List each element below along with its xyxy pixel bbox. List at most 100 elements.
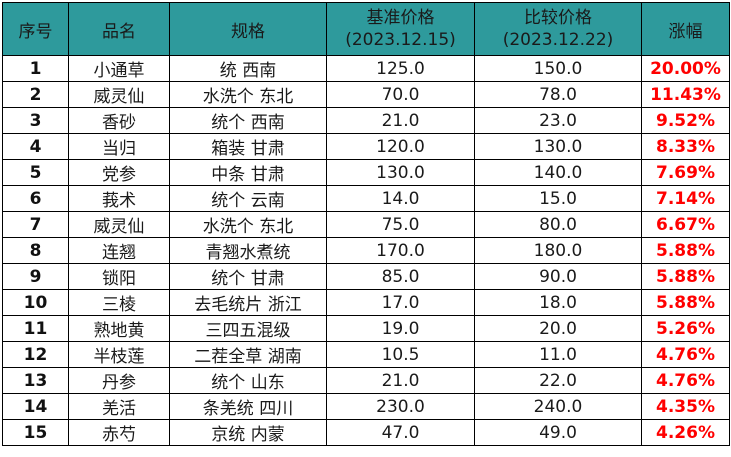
cell-compare-price: 240.0 xyxy=(474,393,642,420)
table-body: 1 小通草统 西南 125.0 150.0 20.00% 2 威灵仙 水洗个 东北 70.0 78… xyxy=(2,55,730,446)
cell-index: 10 xyxy=(2,289,69,316)
cell-compare-price: 80.0 xyxy=(474,211,642,238)
cell-spec: 水洗个 东北 xyxy=(169,211,327,238)
cell-compare-price: 130.0 xyxy=(474,133,642,160)
cell-rise: 9.52% xyxy=(641,107,730,134)
cell-compare-price: 90.0 xyxy=(474,263,642,290)
header-compare-price: 比较价格 (2023.12.22) xyxy=(474,2,642,56)
cell-name: 羌活 xyxy=(68,393,170,420)
cell-index: 4 xyxy=(2,133,69,160)
table-row: 7 威灵仙 水洗个 东北 75.0 80.0 6.67% xyxy=(2,211,730,238)
cell-name: 锁阳 xyxy=(68,263,170,290)
cell-index: 7 xyxy=(2,211,69,238)
cell-compare-price: 18.0 xyxy=(474,289,642,316)
cell-compare-price: 140.0 xyxy=(474,159,642,186)
table-row: 8 连翘 青翘水煮统 170.0 180.0 5.88% xyxy=(2,237,730,264)
cell-name: 党参 xyxy=(68,159,170,186)
table-row: 12 半枝莲 二茬全草 湖南 10.5 11.0 4.76% xyxy=(2,341,730,368)
cell-rise: 7.69% xyxy=(641,159,730,186)
cell-compare-price: 180.0 xyxy=(474,237,642,264)
table-row: 1 小通草统 西南 125.0 150.0 20.00% xyxy=(2,55,730,82)
cell-index: 2 xyxy=(2,81,69,108)
cell-base-price: 70.0 xyxy=(326,81,475,108)
table-row: 13 丹参 统个 山东 21.0 22.0 4.76% xyxy=(2,367,730,394)
cell-name: 小通草 xyxy=(68,55,170,82)
cell-spec: 中条 甘肃 xyxy=(169,159,327,186)
header-spec: 规格 xyxy=(169,2,327,56)
cell-name: 威灵仙 xyxy=(68,81,170,108)
cell-compare-price: 49.0 xyxy=(474,419,642,446)
cell-index: 6 xyxy=(2,185,69,212)
table-row: 15 赤芍 京统 内蒙 47.0 49.0 4.26% xyxy=(2,419,730,446)
cell-index: 5 xyxy=(2,159,69,186)
table-row: 5 党参 中条 甘肃 130.0 140.0 7.69% xyxy=(2,159,730,186)
cell-rise: 4.26% xyxy=(641,419,730,446)
cell-base-price: 47.0 xyxy=(326,419,475,446)
table-row: 2 威灵仙 水洗个 东北 70.0 78.0 11.43% xyxy=(2,81,730,108)
header-base-price: 基准价格 (2023.12.15) xyxy=(326,2,475,56)
cell-base-price: 19.0 xyxy=(326,315,475,342)
cell-base-price: 75.0 xyxy=(326,211,475,238)
cell-base-price: 21.0 xyxy=(326,367,475,394)
cell-index: 15 xyxy=(2,419,69,446)
header-row: 序号 品名 规格 基准价格 (2023.12.15) 比较价格 (2023.12… xyxy=(2,2,730,56)
cell-spec: 统个 西南 xyxy=(169,107,327,134)
table-row: 4 当归 箱装 甘肃 120.0 130.0 8.33% xyxy=(2,133,730,160)
cell-base-price: 120.0 xyxy=(326,133,475,160)
cell-spec: 统 西南 xyxy=(169,55,327,82)
cell-rise: 4.76% xyxy=(641,367,730,394)
cell-index: 11 xyxy=(2,315,69,342)
cell-base-price: 10.5 xyxy=(326,341,475,368)
cell-index: 3 xyxy=(2,107,69,134)
header-rise: 涨幅 xyxy=(641,2,730,56)
cell-spec: 三四五混级 xyxy=(169,315,327,342)
cell-base-price: 85.0 xyxy=(326,263,475,290)
cell-rise: 8.33% xyxy=(641,133,730,160)
cell-index: 14 xyxy=(2,393,69,420)
cell-rise: 5.88% xyxy=(641,237,730,264)
cell-compare-price: 11.0 xyxy=(474,341,642,368)
cell-rise: 20.00% xyxy=(641,55,730,82)
cell-rise: 5.88% xyxy=(641,289,730,316)
cell-spec: 箱装 甘肃 xyxy=(169,133,327,160)
table-header: 序号 品名 规格 基准价格 (2023.12.15) 比较价格 (2023.12… xyxy=(2,2,730,56)
cell-spec: 条羌统 四川 xyxy=(169,393,327,420)
cell-compare-price: 23.0 xyxy=(474,107,642,134)
cell-name: 莪术 xyxy=(68,185,170,212)
table-row: 10 三棱 去毛统片 浙江 17.0 18.0 5.88% xyxy=(2,289,730,316)
cell-compare-price: 150.0 xyxy=(474,55,642,82)
cell-rise: 6.67% xyxy=(641,211,730,238)
cell-name: 威灵仙 xyxy=(68,211,170,238)
cell-compare-price: 20.0 xyxy=(474,315,642,342)
cell-spec: 青翘水煮统 xyxy=(169,237,327,264)
cell-name: 丹参 xyxy=(68,367,170,394)
table-row: 6 莪术 统个 云南 14.0 15.0 7.14% xyxy=(2,185,730,212)
cell-base-price: 170.0 xyxy=(326,237,475,264)
table-row: 3 香砂 统个 西南 21.0 23.0 9.52% xyxy=(2,107,730,134)
cell-index: 8 xyxy=(2,237,69,264)
cell-base-price: 230.0 xyxy=(326,393,475,420)
table-row: 14 羌活 条羌统 四川 230.0 240.0 4.35% xyxy=(2,393,730,420)
cell-compare-price: 22.0 xyxy=(474,367,642,394)
cell-rise: 4.35% xyxy=(641,393,730,420)
header-index: 序号 xyxy=(2,2,69,56)
header-name: 品名 xyxy=(68,2,170,56)
header-base-price-date: (2023.12.15) xyxy=(345,30,456,50)
cell-name: 香砂 xyxy=(68,107,170,134)
cell-base-price: 130.0 xyxy=(326,159,475,186)
cell-index: 9 xyxy=(2,263,69,290)
cell-rise: 4.76% xyxy=(641,341,730,368)
cell-spec: 京统 内蒙 xyxy=(169,419,327,446)
table-row: 11 熟地黄 三四五混级 19.0 20.0 5.26% xyxy=(2,315,730,342)
header-compare-price-date: (2023.12.22) xyxy=(502,30,614,50)
cell-name: 半枝莲 xyxy=(68,341,170,368)
cell-rise: 11.43% xyxy=(641,81,730,108)
cell-base-price: 21.0 xyxy=(326,107,475,134)
cell-compare-price: 15.0 xyxy=(474,185,642,212)
cell-index: 13 xyxy=(2,367,69,394)
cell-index: 12 xyxy=(2,341,69,368)
cell-name: 赤芍 xyxy=(68,419,170,446)
header-base-price-label: 基准价格 xyxy=(366,8,435,28)
cell-rise: 5.88% xyxy=(641,263,730,290)
